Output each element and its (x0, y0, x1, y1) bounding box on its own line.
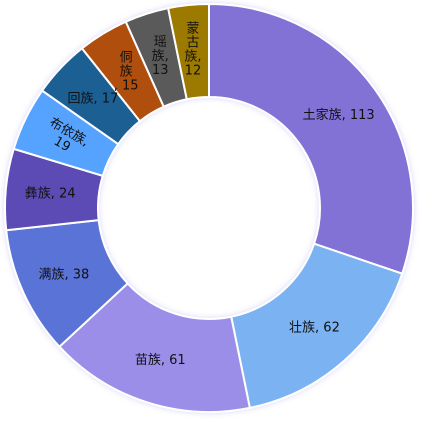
slice-label-壮族: 壮族, 62 (289, 320, 340, 336)
slice-label-回族: 回族, 17 (68, 91, 119, 107)
slice-label-侗族: 侗族, 15 (114, 51, 139, 94)
slice-label-满族: 满族, 38 (39, 266, 90, 282)
slice-苗族[interactable] (57, 282, 252, 413)
slice-label-土家族: 土家族, 113 (303, 107, 375, 123)
slice-label-苗族: 苗族, 61 (135, 352, 186, 368)
slice-label-蒙古族: 蒙古族, 12 (184, 21, 201, 78)
slice-label-瑶族: 瑶族, 13 (152, 35, 169, 78)
slices-layer (4, 2, 414, 413)
slice-蒙古族[interactable] (166, 2, 210, 101)
slice-label-彝族: 彝族, 24 (25, 185, 76, 201)
slice-土家族[interactable] (208, 2, 414, 275)
